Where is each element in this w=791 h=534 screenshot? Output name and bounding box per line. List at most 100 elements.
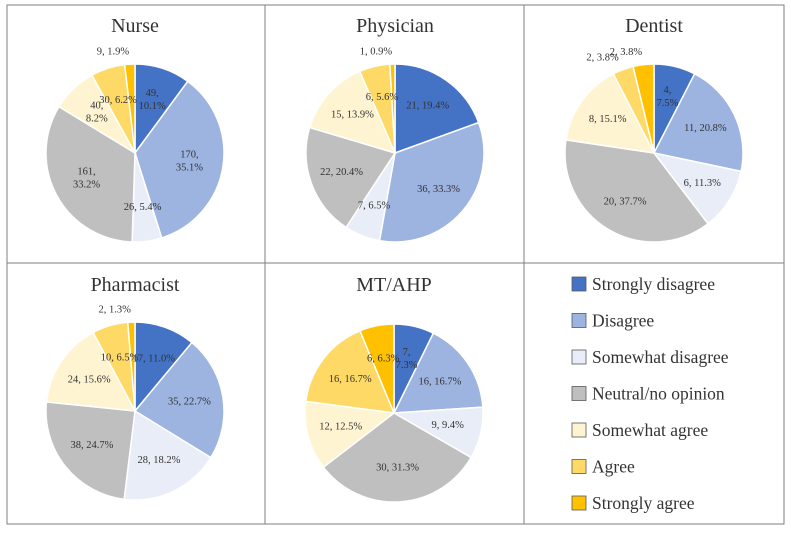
pie-panel-4: Pharmacist 17, 11.0% 35, 22.7% 28, 18.2% 38,… [45, 274, 225, 501]
pie-slice-neutral-no-opinion [564, 139, 710, 243]
pie-slice-strongly-agree [126, 321, 136, 412]
pie-slice-somewhat-agree [565, 72, 656, 154]
legend-swatch [571, 349, 587, 365]
pie-data-label: 4, 7.5% [656, 86, 678, 110]
pie-data-label: 28, 18.2% [137, 455, 180, 466]
pie-data-label: 9, 9.4% [432, 420, 465, 431]
pie-data-label: 49, 10.1% [139, 89, 166, 113]
pie-data-label: 11, 20.8% [684, 123, 727, 134]
pie-panel-2: Physician 21, 19.4% 36, 33.3% 7, 6.5% 22, 20… [305, 15, 485, 243]
pie-labels: 17, 11.0% 35, 22.7% 28, 18.2% 38, 24.7% 24, … [68, 305, 211, 467]
pie-data-label: 170, 35.1% [176, 150, 203, 174]
legend-swatch [571, 495, 587, 511]
pie-slices [305, 63, 485, 243]
pie-data-label: 40, 8.2% [86, 101, 108, 125]
panel-frame-6 [523, 262, 785, 525]
legend-label: Strongly agree [592, 493, 695, 513]
pie-labels: 49, 10.1% 170, 35.1% 26, 5.4% 161, 33.2% 40, 8.2… [73, 47, 203, 213]
pie-slice-strongly-agree [123, 63, 136, 154]
pie-data-label: 35, 22.7% [168, 396, 211, 407]
pie-data-label: 2, 3.8% [586, 53, 619, 64]
pie-slices [304, 323, 484, 503]
pie-slice-somewhat-agree [45, 331, 137, 412]
pie-data-label: 6, 6.3% [367, 353, 400, 364]
pie-slice-somewhat-agree [308, 70, 397, 155]
pie-data-label: 17, 11.0% [133, 354, 176, 365]
pie-slice-strongly-disagree [394, 63, 480, 155]
pie-slice-strongly-agree [389, 63, 396, 154]
legend-item-agree: Agree [571, 457, 635, 477]
pie-data-label: 38, 24.7% [70, 440, 113, 451]
pie-data-label: 30, 6.2% [99, 95, 137, 106]
pie-slice-neutral-no-opinion [45, 105, 136, 243]
legend: Strongly disagree Disagree Somewhat disagr… [571, 274, 729, 513]
legend-swatch [571, 386, 587, 401]
pie-slice-somewhat-disagree [123, 409, 212, 501]
pie-data-label: 26, 5.4% [124, 202, 162, 213]
pie-data-label: 7, 6.5% [358, 200, 391, 211]
legend-item-strongly-disagree: Strongly disagree [571, 274, 715, 294]
legend-label: Agree [592, 457, 635, 477]
pie-slices [45, 321, 225, 501]
pie-slice-neutral-no-opinion [322, 412, 473, 503]
pie-title: Nurse [111, 15, 159, 37]
legend-label: Neutral/no opinion [592, 384, 725, 404]
pie-title: MT/AHP [356, 274, 432, 296]
pie-slice-somewhat-agree [304, 400, 396, 469]
pie-data-label: 6, 11.3% [684, 178, 721, 189]
legend-swatch [571, 313, 587, 328]
pie-slice-disagree [133, 341, 225, 459]
pie-data-label: 15, 13.9% [331, 110, 374, 121]
pie-data-label: 161, 33.2% [73, 167, 100, 191]
pie-slice-neutral-no-opinion [45, 401, 136, 501]
legend-item-strongly-agree: Strongly agree [571, 493, 695, 513]
pie-slice-disagree [652, 72, 744, 173]
pie-data-label: 16, 16.7% [418, 377, 461, 388]
legend-swatch [571, 459, 587, 474]
legend-label: Somewhat agree [592, 420, 708, 440]
pie-data-label: 36, 33.3% [417, 184, 460, 195]
pie-data-label: 9, 1.9% [97, 47, 130, 58]
legend-item-somewhat-agree: Somewhat agree [571, 420, 708, 440]
legend-label: Somewhat disagree [592, 347, 729, 367]
pie-panel-3: Dentist 4, 7.5% 11, 20.8% 6, 11.3% 20, 37.7% 8… [564, 15, 744, 243]
pie-title: Pharmacist [91, 274, 180, 296]
pie-slice-neutral-no-opinion [305, 126, 397, 229]
pie-data-label: 12, 12.5% [319, 422, 362, 433]
pie-title: Dentist [625, 15, 683, 37]
pie-data-label: 30, 31.3% [376, 463, 419, 474]
pie-data-label: 16, 16.7% [329, 374, 372, 385]
pie-data-label: 21, 19.4% [406, 101, 449, 112]
pie-data-label: 2, 3.8% [610, 47, 643, 58]
pie-slices [564, 63, 744, 243]
pie-slices [45, 63, 225, 243]
legend-label: Disagree [592, 311, 654, 331]
pie-data-label: 20, 37.7% [604, 196, 647, 207]
pie-title: Physician [356, 15, 434, 37]
pie-slice-agree [304, 329, 396, 414]
pie-data-label: 7, 7.3% [396, 347, 418, 371]
legend-item-neutral-no-opinion: Neutral/no opinion [571, 384, 725, 404]
legend-item-disagree: Disagree [571, 311, 654, 331]
pie-data-label: 24, 15.6% [68, 375, 111, 386]
pie-labels: 7, 7.3%16, 16.7%9, 9.4%30, 31.3%12, 12.5%… [319, 347, 464, 473]
pie-slice-disagree [392, 332, 484, 414]
legend-item-somewhat-disagree: Somewhat disagree [571, 347, 729, 367]
pie-labels: 4, 7.5% 11, 20.8% 6, 11.3% 20, 37.7% 8, 15.1%… [586, 47, 726, 207]
pie-slice-somewhat-disagree [652, 151, 742, 225]
legend-swatch [571, 422, 587, 438]
legend-label: Strongly disagree [592, 274, 715, 294]
pie-labels: 21, 19.4% 36, 33.3% 7, 6.5% 22, 20.4% 15, 13… [320, 46, 460, 211]
pie-data-label: 1, 0.9% [360, 46, 393, 57]
pie-data-label: 22, 20.4% [320, 167, 363, 178]
pie-slice-strongly-agree [632, 63, 655, 154]
pie-slice-disagree [378, 121, 485, 243]
legend-swatch [571, 276, 587, 292]
pie-data-label: 6, 5.6% [366, 92, 399, 103]
pie-slice-disagree [134, 80, 225, 239]
pie-slice-strongly-agree [358, 323, 395, 414]
